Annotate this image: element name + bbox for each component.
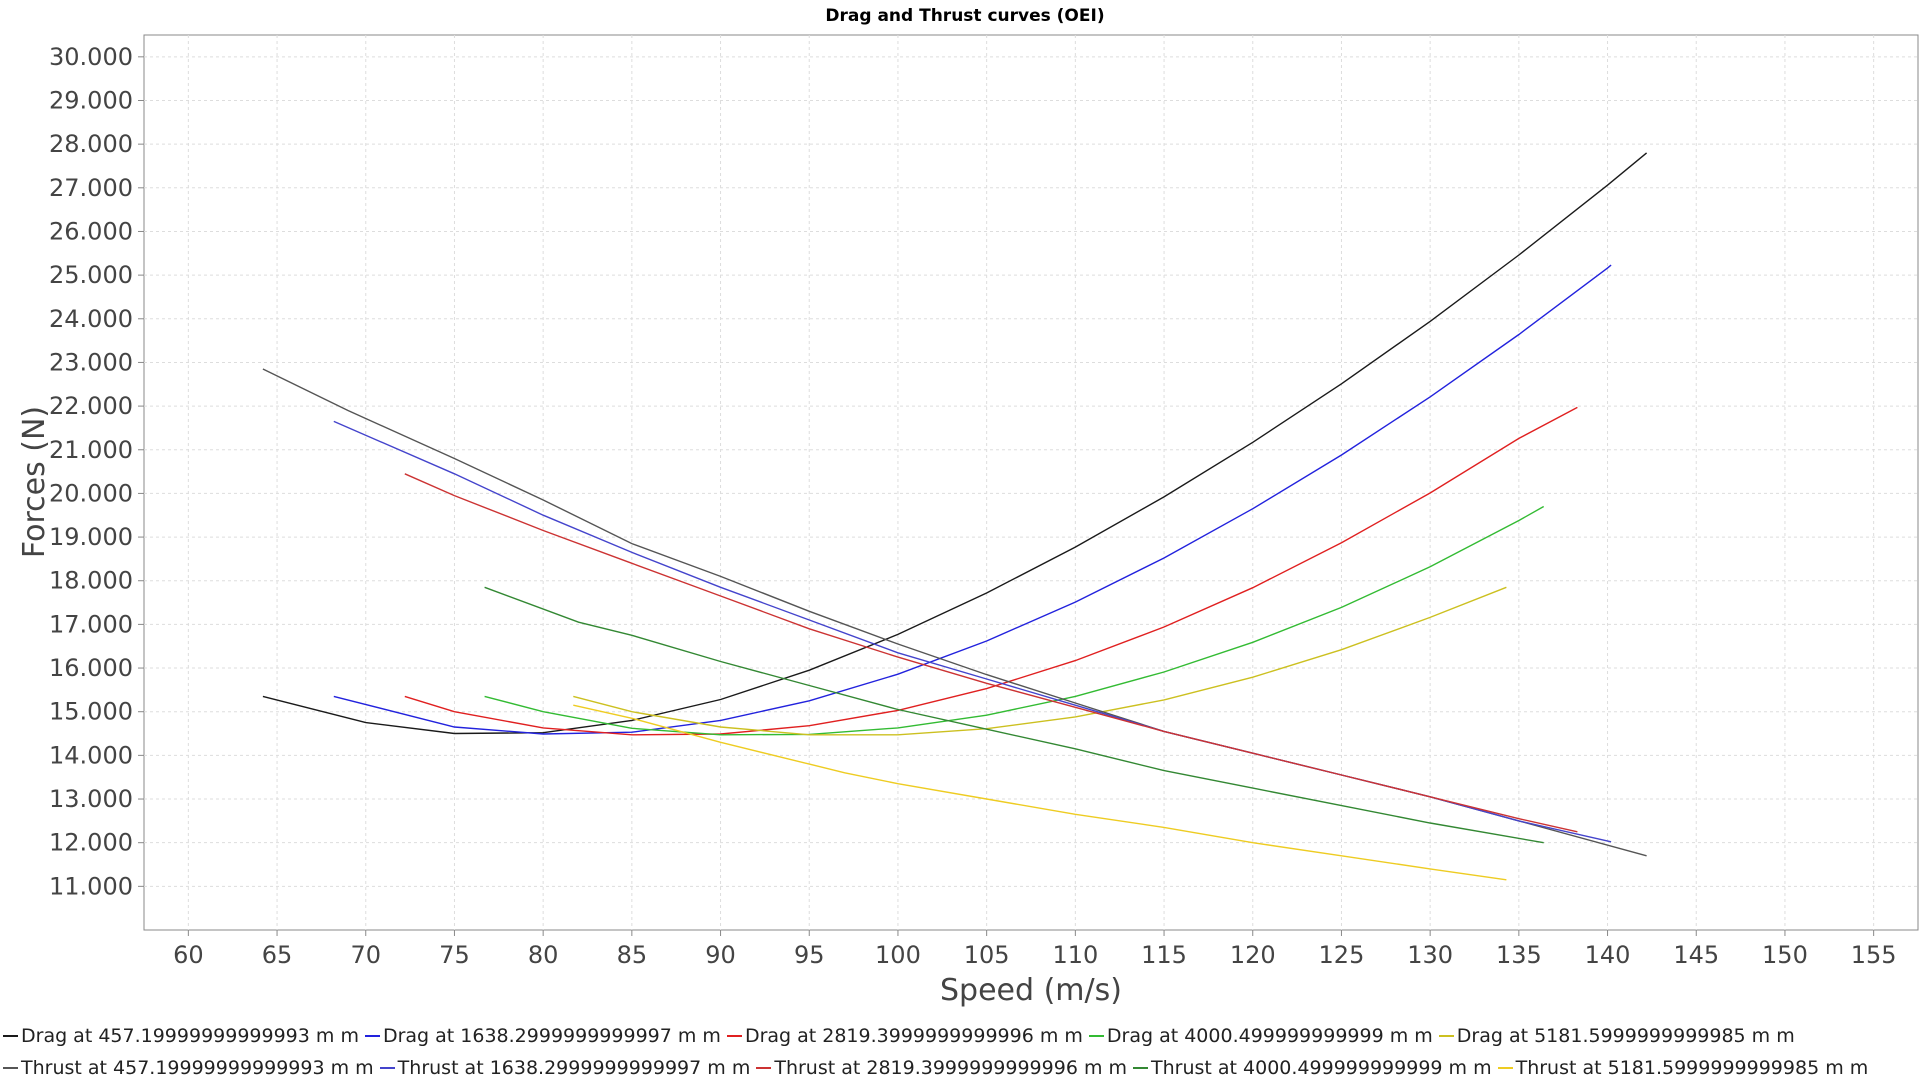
x-tick-label: 145 bbox=[1673, 941, 1719, 969]
series-line-1 bbox=[262, 152, 1648, 735]
y-tick-label: 30.000 bbox=[49, 43, 133, 71]
x-tick-label: 100 bbox=[875, 941, 921, 969]
legend-item: Drag at 1638.2999999999997 m m bbox=[364, 1025, 721, 1047]
chart-title: Drag and Thrust curves (OEI) bbox=[825, 6, 1104, 26]
legend-label: Thrust at 1638.2999999999997 m m bbox=[397, 1057, 751, 1079]
x-tick-label: 140 bbox=[1585, 941, 1631, 969]
y-tick-label: 11.000 bbox=[49, 872, 133, 900]
legend-row-thrust: Thrust at 457.19999999999993 m m Thrust a… bbox=[3, 1056, 1874, 1080]
legend-item: Drag at 4000.499999999999 m m bbox=[1088, 1025, 1433, 1047]
legend-swatch bbox=[3, 1035, 18, 1037]
series-line-8 bbox=[404, 473, 1578, 833]
series-line-9 bbox=[484, 586, 1544, 844]
x-tick-label: 120 bbox=[1230, 941, 1276, 969]
legend-item: Thrust at 5181.5999999999985 m m bbox=[1497, 1057, 1869, 1079]
legend-item: Drag at 2819.3999999999996 m m bbox=[726, 1025, 1083, 1047]
legend-label: Thrust at 457.19999999999993 m m bbox=[21, 1057, 374, 1079]
x-tick-label: 80 bbox=[528, 941, 559, 969]
legend-swatch bbox=[1497, 1067, 1513, 1069]
x-tick-label: 85 bbox=[617, 941, 648, 969]
series-lines bbox=[262, 152, 1648, 881]
x-tick-label: 105 bbox=[964, 941, 1010, 969]
y-tick-label: 23.000 bbox=[49, 348, 133, 376]
y-tick-label: 15.000 bbox=[49, 698, 133, 726]
y-tick-label: 22.000 bbox=[49, 392, 133, 420]
series-line-4 bbox=[484, 505, 1545, 736]
series-line-5 bbox=[573, 586, 1507, 736]
legend-label: Thrust at 2819.3999999999996 m m bbox=[774, 1057, 1128, 1079]
legend-item: Thrust at 457.19999999999993 m m bbox=[3, 1057, 374, 1079]
x-tick-label: 70 bbox=[350, 941, 381, 969]
legend-item: Drag at 5181.5999999999985 m m bbox=[1438, 1025, 1795, 1047]
legend-swatch bbox=[3, 1067, 18, 1069]
y-axis-label: Forces (N) bbox=[17, 406, 52, 558]
legend-row-drag: Drag at 457.19999999999993 m m Drag at 16… bbox=[3, 1024, 1801, 1048]
y-tick-label: 18.000 bbox=[49, 567, 133, 595]
series-line-2 bbox=[333, 264, 1612, 735]
y-tick-label: 27.000 bbox=[49, 174, 133, 202]
legend-label: Drag at 4000.499999999999 m m bbox=[1106, 1025, 1433, 1047]
x-tick-label: 130 bbox=[1407, 941, 1453, 969]
legend-item: Thrust at 1638.2999999999997 m m bbox=[379, 1057, 751, 1079]
legend-label: Drag at 1638.2999999999997 m m bbox=[382, 1025, 721, 1047]
y-tick-label: 20.000 bbox=[49, 479, 133, 507]
legend-label: Drag at 2819.3999999999996 m m bbox=[744, 1025, 1083, 1047]
x-tick-label: 95 bbox=[794, 941, 825, 969]
y-tick-label: 13.000 bbox=[49, 785, 133, 813]
legend-swatch bbox=[1133, 1067, 1149, 1069]
x-tick-label: 90 bbox=[705, 941, 736, 969]
x-tick-label: 125 bbox=[1319, 941, 1365, 969]
x-tick-label: 110 bbox=[1052, 941, 1098, 969]
x-tick-label: 115 bbox=[1141, 941, 1187, 969]
x-tick-label: 60 bbox=[173, 941, 204, 969]
y-tick-label: 29.000 bbox=[49, 86, 133, 114]
legend-label: Thrust at 4000.499999999999 m m bbox=[1151, 1057, 1492, 1079]
y-tick-label: 26.000 bbox=[49, 217, 133, 245]
legend-item: Thrust at 4000.499999999999 m m bbox=[1133, 1057, 1492, 1079]
legend-item: Drag at 457.19999999999993 m m bbox=[3, 1025, 359, 1047]
legend-label: Drag at 5181.5999999999985 m m bbox=[1456, 1025, 1795, 1047]
legend-swatch bbox=[726, 1035, 742, 1037]
series-line-10 bbox=[573, 704, 1507, 881]
x-tick-label: 75 bbox=[439, 941, 470, 969]
legend-swatch bbox=[379, 1067, 395, 1069]
y-tick-label: 19.000 bbox=[49, 523, 133, 551]
legend-swatch bbox=[1088, 1035, 1104, 1037]
y-tick-label: 21.000 bbox=[49, 436, 133, 464]
legend-label: Drag at 457.19999999999993 m m bbox=[21, 1025, 359, 1047]
y-tick-label: 16.000 bbox=[49, 654, 133, 682]
series-line-3 bbox=[404, 406, 1578, 736]
y-tick-label: 24.000 bbox=[49, 305, 133, 333]
y-tick-label: 28.000 bbox=[49, 130, 133, 158]
legend-swatch bbox=[364, 1035, 380, 1037]
axis-ticks: 60 65 70 75 80 85 90 95 100 105 110 115 120 125 130 135… bbox=[49, 43, 1897, 969]
legend-label: Thrust at 5181.5999999999985 m m bbox=[1515, 1057, 1869, 1079]
y-tick-label: 12.000 bbox=[49, 829, 133, 857]
legend-item: Thrust at 2819.3999999999996 m m bbox=[756, 1057, 1127, 1079]
grid bbox=[144, 35, 1918, 930]
y-tick-label: 17.000 bbox=[49, 610, 133, 638]
x-tick-label: 150 bbox=[1762, 941, 1808, 969]
legend-swatch bbox=[756, 1067, 772, 1069]
plot-area bbox=[143, 34, 1919, 931]
x-tick-label: 155 bbox=[1851, 941, 1897, 969]
x-tick-label: 65 bbox=[262, 941, 293, 969]
legend-swatch bbox=[1438, 1035, 1454, 1037]
y-tick-label: 25.000 bbox=[49, 261, 133, 289]
y-tick-label: 14.000 bbox=[49, 741, 133, 769]
x-axis-label: Speed (m/s) bbox=[940, 973, 1122, 1008]
x-tick-label: 135 bbox=[1496, 941, 1542, 969]
